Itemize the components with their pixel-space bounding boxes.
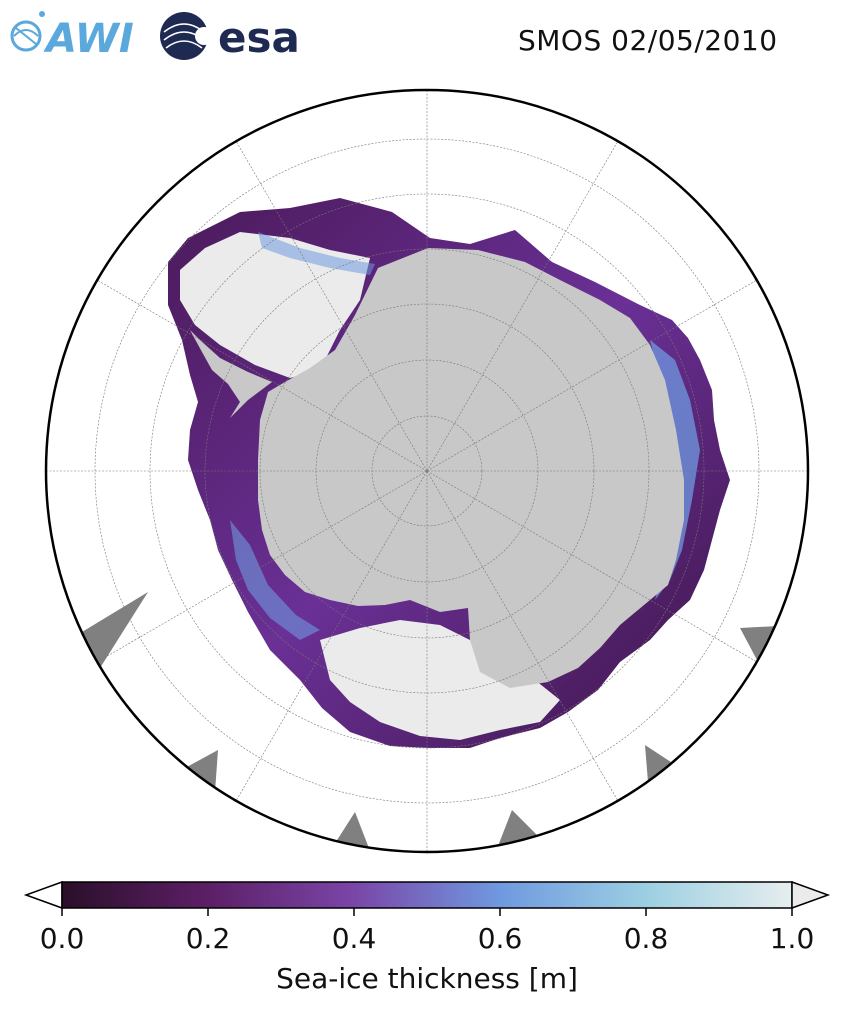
colorbar-ticks <box>61 908 793 916</box>
sea-ice-thick-ross <box>320 620 560 740</box>
sea-ice-mid-east <box>650 340 700 600</box>
graticule <box>46 90 808 852</box>
no-data-wedge <box>740 626 778 660</box>
awi-logo: AWI <box>10 11 134 62</box>
antarctica-land <box>258 248 684 688</box>
colorbar-over-triangle <box>791 880 831 910</box>
no-data-wedge <box>645 745 680 782</box>
colorbar-tick-label: 0.2 <box>185 922 231 955</box>
polar-map <box>44 88 810 854</box>
colorbar <box>23 880 831 916</box>
logos: AWI esa <box>10 11 300 62</box>
awi-logo-text: AWI <box>43 16 134 62</box>
esa-logo: esa <box>160 12 300 62</box>
esa-logo-text: esa <box>218 13 300 62</box>
sea-ice-mid-west <box>230 520 320 640</box>
map-boundary <box>44 88 810 854</box>
colorbar-label: Sea-ice thickness [m] <box>276 962 578 995</box>
map-disk-content <box>46 90 808 852</box>
colorbar-gradient <box>61 881 793 909</box>
colorbar-tick-label: 0.8 <box>623 922 669 955</box>
no-data-wedge <box>185 750 218 792</box>
colorbar-tick-label: 0.6 <box>477 922 523 955</box>
sea-ice-thick-weddell <box>180 232 370 378</box>
no-data-wedge <box>82 592 148 668</box>
map-date-title: SMOS 02/05/2010 <box>518 24 778 57</box>
colorbar-tick-label: 1.0 <box>769 922 815 955</box>
colorbar-tick-label: 0.4 <box>331 922 377 955</box>
colorbar-tick-label: 0.0 <box>39 922 85 955</box>
antarctic-peninsula <box>190 330 272 418</box>
colorbar-under-triangle <box>23 880 63 910</box>
